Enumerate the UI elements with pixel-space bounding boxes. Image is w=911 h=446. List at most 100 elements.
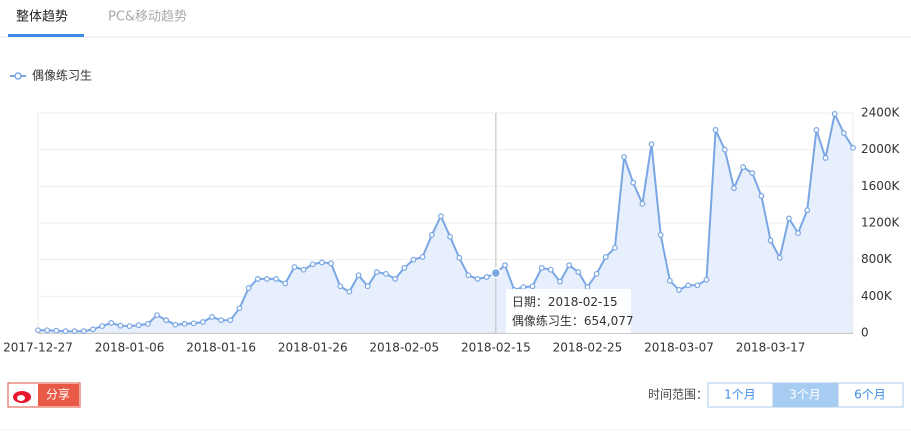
point: [53, 327, 60, 334]
point: [273, 276, 279, 282]
point: [172, 321, 179, 328]
point: [99, 323, 106, 330]
point: [639, 200, 646, 207]
point: [227, 317, 234, 324]
point: [62, 328, 69, 335]
range-button[interactable]: [837, 382, 904, 408]
point: [749, 170, 756, 176]
y-tick-label: 2400K: [861, 106, 901, 120]
point: [364, 283, 371, 290]
point: [209, 314, 215, 320]
point: [71, 328, 78, 335]
point: [712, 127, 719, 133]
point: [520, 284, 527, 291]
share-button[interactable]: 分享: [7, 382, 81, 408]
point: [547, 266, 554, 273]
point: [35, 327, 41, 334]
point: [538, 265, 545, 271]
point: [822, 155, 829, 161]
point: [309, 261, 316, 268]
x-tick-label: 2018-03-17: [736, 341, 806, 355]
range-button-active[interactable]: [772, 382, 839, 408]
x-tick-label: 2018-01-06: [95, 341, 165, 355]
tab-underline: [8, 34, 84, 37]
point: [758, 193, 765, 199]
point: [785, 215, 792, 222]
point: [291, 264, 298, 270]
point: [447, 233, 453, 240]
point: [813, 127, 820, 133]
point: [557, 278, 563, 285]
point: [264, 276, 270, 282]
point: [383, 270, 389, 277]
point: [776, 254, 783, 261]
x-tick-label: 2018-03-07: [644, 341, 714, 355]
point: [410, 256, 417, 263]
point: [575, 269, 582, 275]
point: [254, 276, 261, 282]
point: [767, 237, 774, 244]
y-tick-label: 0: [861, 326, 869, 340]
legend-label: 偶像练习生: [32, 68, 92, 83]
point: [282, 280, 289, 287]
point: [108, 320, 115, 326]
point: [804, 207, 811, 214]
point: [428, 232, 435, 238]
point: [621, 154, 627, 160]
y-tick-label: 1600K: [861, 179, 901, 193]
x-tick-label: 2018-01-26: [278, 341, 348, 355]
point: [721, 146, 728, 153]
point: [584, 284, 591, 291]
point: [236, 305, 243, 312]
point: [144, 320, 151, 327]
tooltip-date: 日期：2018-02-15: [512, 295, 618, 309]
point: [80, 328, 87, 335]
point: [566, 262, 573, 269]
tab[interactable]: PC&移动趋势: [108, 9, 187, 25]
point: [392, 276, 399, 282]
weibo-icon-eye: [17, 395, 25, 401]
point: [502, 262, 508, 269]
y-tick-label: 1200K: [861, 216, 901, 230]
point: [328, 260, 334, 267]
point: [657, 232, 664, 238]
plot: 0 400K 800K 1200K 1600K 2000K 2400K 2017-12-27 2…: [3, 106, 900, 355]
point: [529, 283, 536, 290]
range-option[interactable]: 6个月: [854, 388, 886, 402]
point: [181, 320, 188, 327]
area: [38, 113, 853, 334]
point: [218, 317, 225, 324]
range-option[interactable]: 3个月: [789, 388, 821, 402]
point: [190, 320, 197, 327]
point: [483, 274, 490, 280]
range-option[interactable]: 1个月: [724, 388, 756, 402]
point: [401, 265, 408, 271]
x-tick-label: 2017-12-27: [3, 341, 73, 355]
point: [355, 272, 362, 279]
point: [337, 283, 344, 290]
point: [703, 276, 710, 283]
point: [419, 254, 426, 260]
point: [795, 230, 801, 236]
point: [831, 111, 838, 117]
point: [245, 285, 252, 291]
legend-marker: [14, 72, 22, 80]
point: [602, 254, 609, 260]
point: [630, 179, 637, 186]
point: [44, 327, 51, 334]
highlight-point: [490, 267, 502, 279]
point: [685, 282, 692, 289]
point: [300, 266, 307, 273]
tab-active[interactable]: 整体趋势: [16, 9, 68, 25]
x-tick-label: 2018-02-05: [369, 341, 439, 355]
x-tick-label: 2018-01-16: [186, 341, 256, 355]
point: [593, 270, 600, 277]
point: [676, 287, 682, 293]
point: [740, 164, 747, 170]
range-button[interactable]: [707, 382, 774, 408]
time-range-label: 时间范围：: [648, 388, 708, 402]
tooltip: [505, 289, 631, 333]
tooltip-value: 偶像练习生：654,077: [512, 313, 634, 328]
point: [438, 213, 444, 220]
